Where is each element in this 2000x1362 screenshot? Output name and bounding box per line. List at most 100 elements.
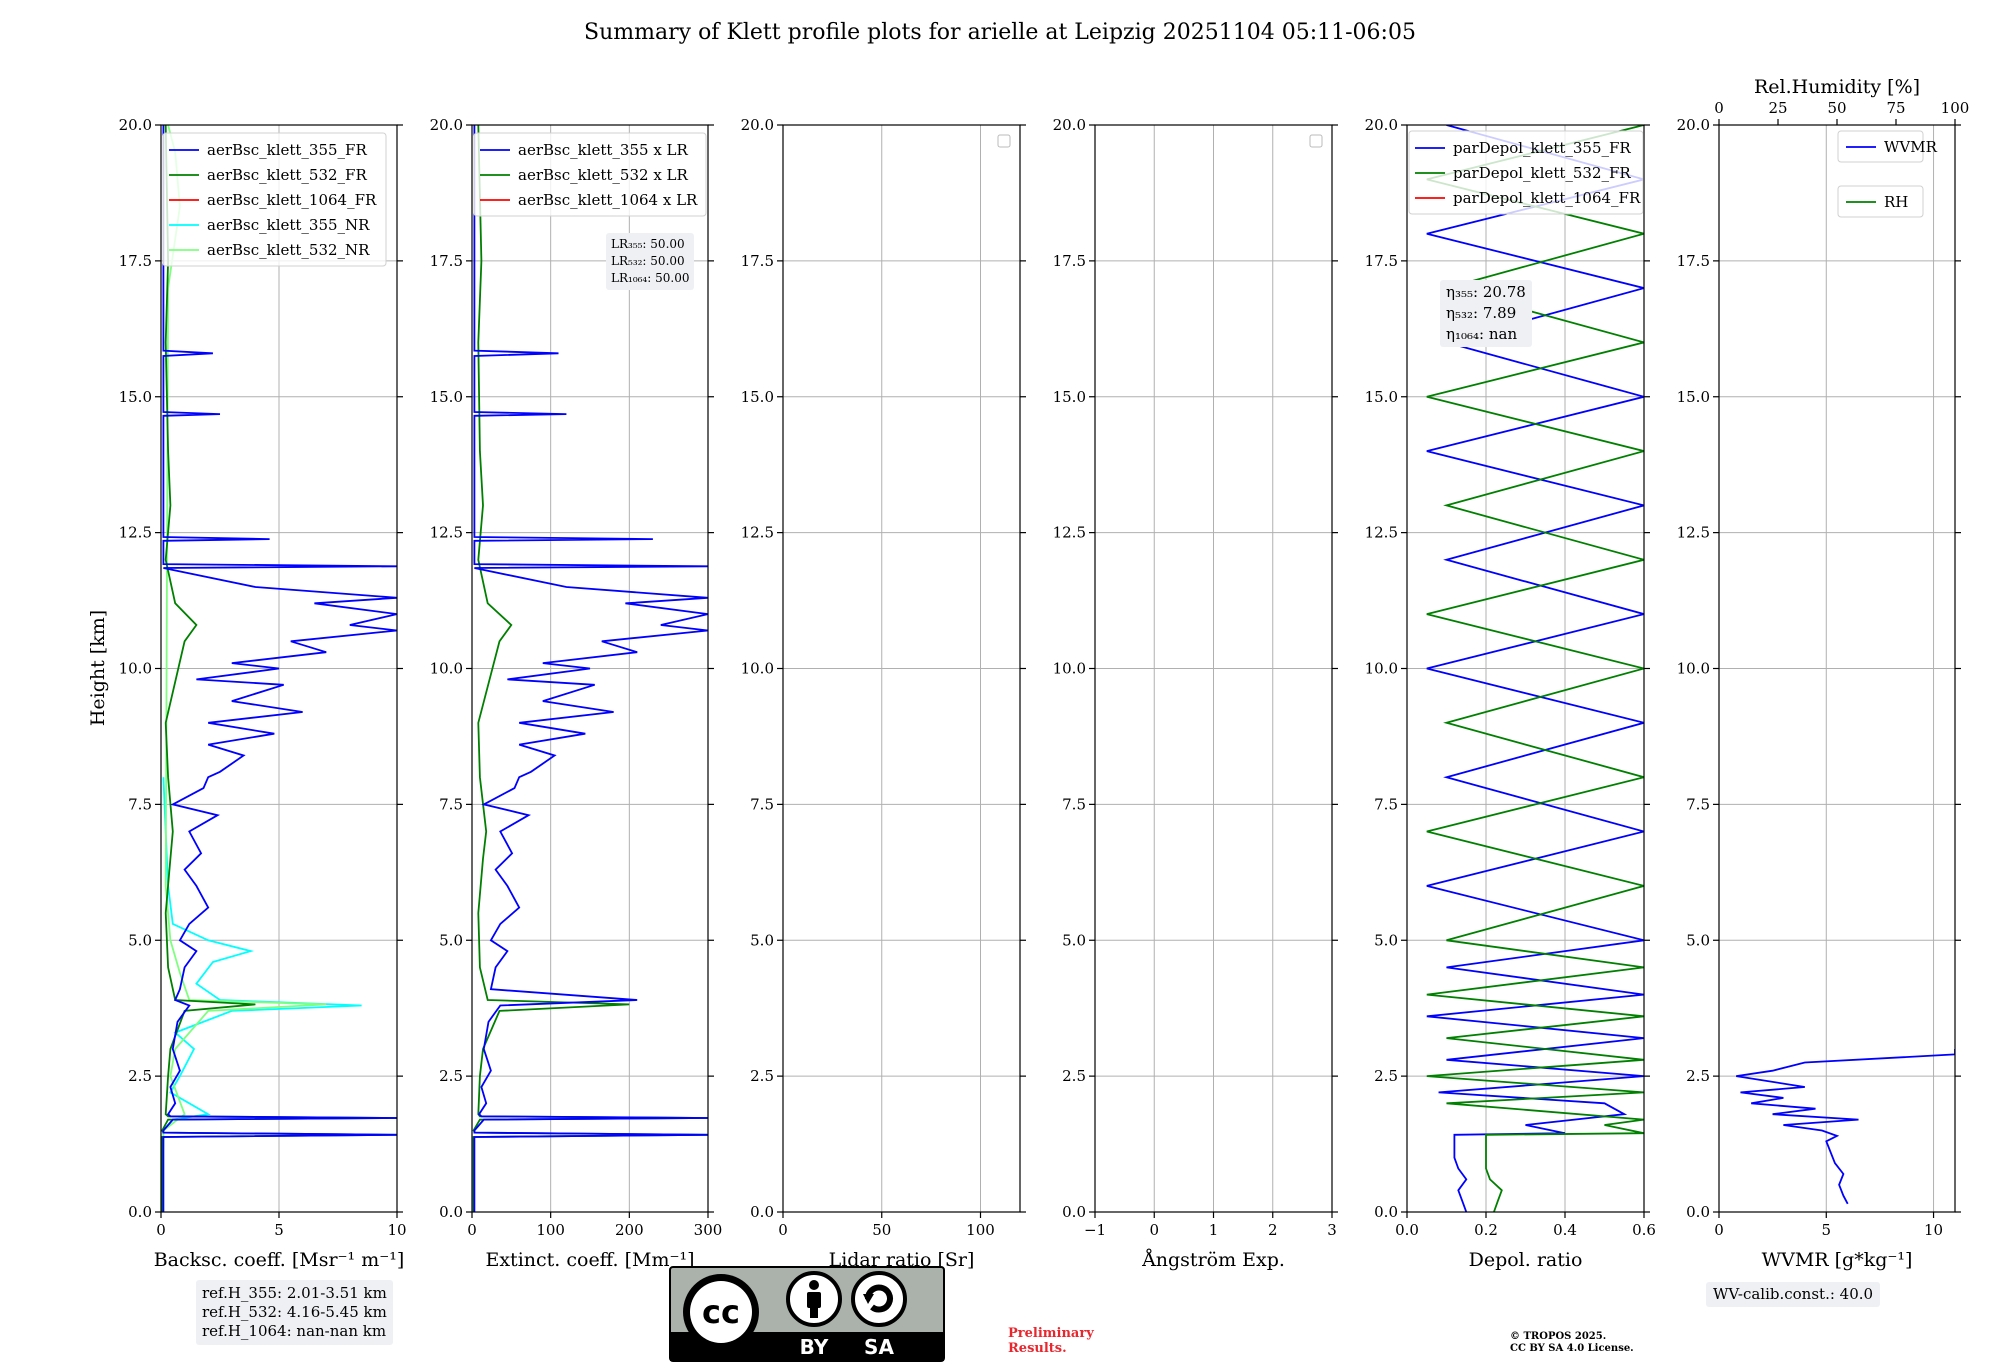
legend-box xyxy=(473,132,707,217)
svg-text:cc: cc xyxy=(702,1293,740,1331)
y-tick-label: 12.5 xyxy=(1677,524,1710,542)
empty-legend xyxy=(1309,134,1323,148)
lr-1064: LR₁₀₆₄: 50.00 xyxy=(611,271,690,285)
figure-title: Summary of Klett profile plots for ariel… xyxy=(584,20,1416,45)
x-tick-label: 1 xyxy=(1209,1221,1219,1239)
y-axis-label: Height [km] xyxy=(87,610,109,726)
x-tick-label: 10 xyxy=(1924,1221,1943,1239)
panel-backscatter: 0.0 2.5 5.0 7.5 10.0 12.5 15.0 17.5 20.0 0 5 10 Back… xyxy=(119,116,407,1271)
series-WVMR xyxy=(1736,1049,1955,1205)
y-tick-label: 17.5 xyxy=(1053,252,1086,270)
y-tick-label: 15.0 xyxy=(430,388,463,406)
panel-angstrom: 0.0 2.5 5.0 7.5 10.0 12.5 15.0 17.5 20.0 −1 0 1 2 3 Ån… xyxy=(1053,116,1338,1271)
y-tick-label: 20.0 xyxy=(1053,116,1086,134)
panel-depolarization: 0.0 2.5 5.0 7.5 10.0 12.5 15.0 17.5 20.0 0.0 0.2 0.… xyxy=(1365,116,1656,1271)
y-tick-label: 20.0 xyxy=(430,116,463,134)
legend-label: aerBsc_klett_1064 x LR xyxy=(518,191,698,209)
y-tick-label: 17.5 xyxy=(430,252,463,270)
series-parDepol_klett_355_FR xyxy=(1426,125,1644,1212)
top-x-tick-label: 50 xyxy=(1827,99,1846,117)
y-tick-label: 7.5 xyxy=(128,795,152,813)
legend-label: parDepol_klett_1064_FR xyxy=(1453,189,1641,207)
x-axis-label: Lidar ratio [Sr] xyxy=(829,1249,975,1271)
legend-label: aerBsc_klett_355_NR xyxy=(207,216,370,234)
series-aerBsc_klett_532_FR xyxy=(161,125,397,1212)
legend-box xyxy=(162,132,387,267)
y-tick-label: 5.0 xyxy=(439,931,463,949)
y-tick-label: 5.0 xyxy=(1374,931,1398,949)
y-tick-label: 17.5 xyxy=(1365,252,1398,270)
top-x-tick-label: 75 xyxy=(1886,99,1905,117)
y-tick-label: 2.5 xyxy=(750,1067,774,1085)
copyright-note: © TROPOS 2025. CC BY SA 4.0 License. xyxy=(1510,1331,1634,1354)
legend-box xyxy=(1408,130,1644,215)
y-tick-label: 7.5 xyxy=(439,795,463,813)
x-tick-label: 0 xyxy=(1149,1221,1159,1239)
wv-calib-box: WV-calib.const.: 40.0 xyxy=(1706,1282,1881,1307)
y-tick-label: 12.5 xyxy=(741,524,774,542)
legend-label: aerBsc_klett_1064_FR xyxy=(207,191,377,209)
x-tick-label: 100 xyxy=(966,1221,995,1239)
x-axis-label: Backsc. coeff. [Msr⁻¹ m⁻¹] xyxy=(154,1249,405,1271)
x-tick-label: 0 xyxy=(156,1221,166,1239)
y-tick-label: 0.0 xyxy=(439,1203,463,1221)
y-tick-label: 20.0 xyxy=(1365,116,1398,134)
preliminary-note: Preliminary Results. xyxy=(1008,1326,1094,1356)
y-tick-label: 12.5 xyxy=(1365,524,1398,542)
panel-lidar_ratio: 0.0 2.5 5.0 7.5 10.0 12.5 15.0 17.5 20.0 0 50 100 Li… xyxy=(741,116,1026,1271)
x-axis-label: WVMR [g*kg⁻¹] xyxy=(1762,1249,1913,1271)
y-tick-label: 17.5 xyxy=(119,252,152,270)
panel-extinction: 0.0 2.5 5.0 7.5 10.0 12.5 15.0 17.5 20.0 0 100 200 3… xyxy=(430,116,723,1271)
legend-label: parDepol_klett_532_FR xyxy=(1453,164,1631,182)
top-x-tick-label: 100 xyxy=(1941,99,1970,117)
y-tick-label: 5.0 xyxy=(1062,931,1086,949)
x-tick-label: 0 xyxy=(778,1221,788,1239)
top-axis-label: Rel.Humidity [%] xyxy=(1754,76,1920,98)
y-tick-label: 10.0 xyxy=(741,660,774,678)
series-aerBsc_klett_355_NR xyxy=(161,777,362,1212)
legend-label: aerBsc_klett_355 x LR xyxy=(518,141,689,159)
y-tick-label: 20.0 xyxy=(741,116,774,134)
y-tick-label: 10.0 xyxy=(1365,660,1398,678)
y-tick-label: 15.0 xyxy=(1677,388,1710,406)
series-aerBsc_klett_532 x LR xyxy=(472,125,708,1212)
y-tick-label: 0.0 xyxy=(1062,1203,1086,1221)
x-tick-label: 3 xyxy=(1327,1221,1337,1239)
y-tick-label: 12.5 xyxy=(1053,524,1086,542)
ref-height-1064: ref.H_1064: nan-nan km xyxy=(202,1322,387,1340)
y-tick-label: 17.5 xyxy=(741,252,774,270)
y-tick-label: 0.0 xyxy=(128,1203,152,1221)
lr-532: LR₅₃₂: 50.00 xyxy=(611,254,685,268)
series-aerBsc_klett_355 x LR xyxy=(473,125,708,1212)
ref-height-532: ref.H_532: 4.16-5.45 km xyxy=(202,1303,387,1321)
x-axis-label: Extinct. coeff. [Mm⁻¹] xyxy=(485,1249,694,1271)
top-x-tick-label: 25 xyxy=(1768,99,1787,117)
y-tick-label: 7.5 xyxy=(1686,795,1710,813)
x-axis-label: Depol. ratio xyxy=(1469,1249,1583,1271)
y-tick-label: 7.5 xyxy=(750,795,774,813)
legend-label: aerBsc_klett_532_FR xyxy=(207,166,367,184)
x-tick-label: 300 xyxy=(694,1221,723,1239)
series-aerBsc_klett_355_FR xyxy=(162,125,397,1212)
y-tick-label: 7.5 xyxy=(1374,795,1398,813)
y-tick-label: 17.5 xyxy=(1677,252,1710,270)
x-tick-label: 50 xyxy=(872,1221,891,1239)
x-tick-label: 0.4 xyxy=(1553,1221,1577,1239)
y-tick-label: 5.0 xyxy=(750,931,774,949)
eta-532: η₅₃₂: 7.89 xyxy=(1446,304,1517,322)
y-tick-label: 5.0 xyxy=(1686,931,1710,949)
svg-text:SA: SA xyxy=(864,1335,894,1359)
empty-legend xyxy=(997,134,1011,148)
wv-calib-text: WV-calib.const.: 40.0 xyxy=(1713,1285,1874,1303)
y-tick-label: 10.0 xyxy=(430,660,463,678)
legend-label: aerBsc_klett_532 x LR xyxy=(518,166,689,184)
y-tick-label: 12.5 xyxy=(119,524,152,542)
y-tick-label: 20.0 xyxy=(1677,116,1710,134)
legend-label: aerBsc_klett_355_FR xyxy=(207,141,367,159)
eta-box: η₃₅₅: 20.78 η₅₃₂: 7.89 η₁₀₆₄: nan xyxy=(1440,280,1532,347)
y-tick-label: 0.0 xyxy=(1686,1203,1710,1221)
y-tick-label: 10.0 xyxy=(1053,660,1086,678)
y-tick-label: 0.0 xyxy=(750,1203,774,1221)
legend-label: aerBsc_klett_532_NR xyxy=(207,241,370,259)
